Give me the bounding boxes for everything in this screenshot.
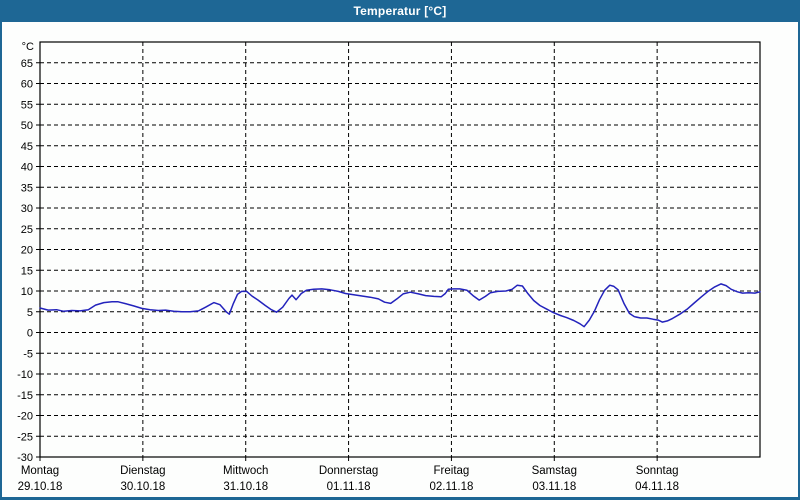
x-axis-date-label: 02.11.18	[429, 481, 473, 493]
y-axis-tick-label: -25	[17, 431, 33, 443]
y-axis-tick-label: 55	[21, 99, 33, 111]
x-axis-day-label: Montag	[21, 465, 59, 477]
x-axis-date-label: 01.11.18	[327, 481, 371, 493]
x-axis-date-label: 03.11.18	[532, 481, 576, 493]
y-axis-tick-label: 30	[21, 203, 33, 215]
y-axis-tick-label: 0	[27, 328, 33, 340]
y-axis-tick-label: 50	[21, 120, 33, 132]
y-axis-tick-label: 10	[21, 286, 33, 298]
y-axis-tick-label: 60	[21, 79, 33, 91]
temperature-line	[39, 283, 761, 328]
y-axis-tick-label: 25	[21, 224, 33, 236]
y-axis-tick-label: 45	[21, 141, 33, 153]
x-axis-date-label: 29.10.18	[18, 481, 63, 493]
y-axis-tick-label: 40	[21, 162, 33, 174]
window-title: Temperatur [°C]	[353, 4, 447, 18]
y-axis-tick-label: 65	[21, 58, 33, 70]
y-axis-tick-label: 20	[21, 245, 33, 257]
x-axis-day-label: Mittwoch	[223, 465, 268, 477]
x-axis-day-label: Freitag	[434, 465, 470, 477]
x-axis-day-label: Samstag	[532, 465, 577, 477]
x-axis-date-label: 04.11.18	[635, 481, 679, 493]
y-axis-unit-label: °C	[22, 41, 34, 53]
y-axis-tick-label: -10	[17, 369, 33, 381]
y-axis-tick-label: -5	[23, 348, 33, 360]
x-axis-day-label: Donnerstag	[319, 465, 378, 477]
x-axis-date-label: 30.10.18	[120, 481, 165, 493]
y-axis-tick-label: -15	[17, 390, 33, 402]
y-axis-tick-label: -20	[17, 411, 33, 423]
plot-border	[39, 41, 761, 458]
window-titlebar[interactable]: Temperatur [°C]	[0, 0, 800, 22]
y-axis-tick-label: 15	[21, 265, 33, 277]
x-axis-day-label: Dienstag	[120, 465, 165, 477]
y-axis-tick-label: 35	[21, 182, 33, 194]
x-axis-day-label: Sonntag	[636, 465, 679, 477]
x-axis-date-label: 31.10.18	[223, 481, 268, 493]
y-axis-tick-label: 5	[27, 307, 33, 319]
y-axis-tick-label: -30	[17, 452, 33, 464]
